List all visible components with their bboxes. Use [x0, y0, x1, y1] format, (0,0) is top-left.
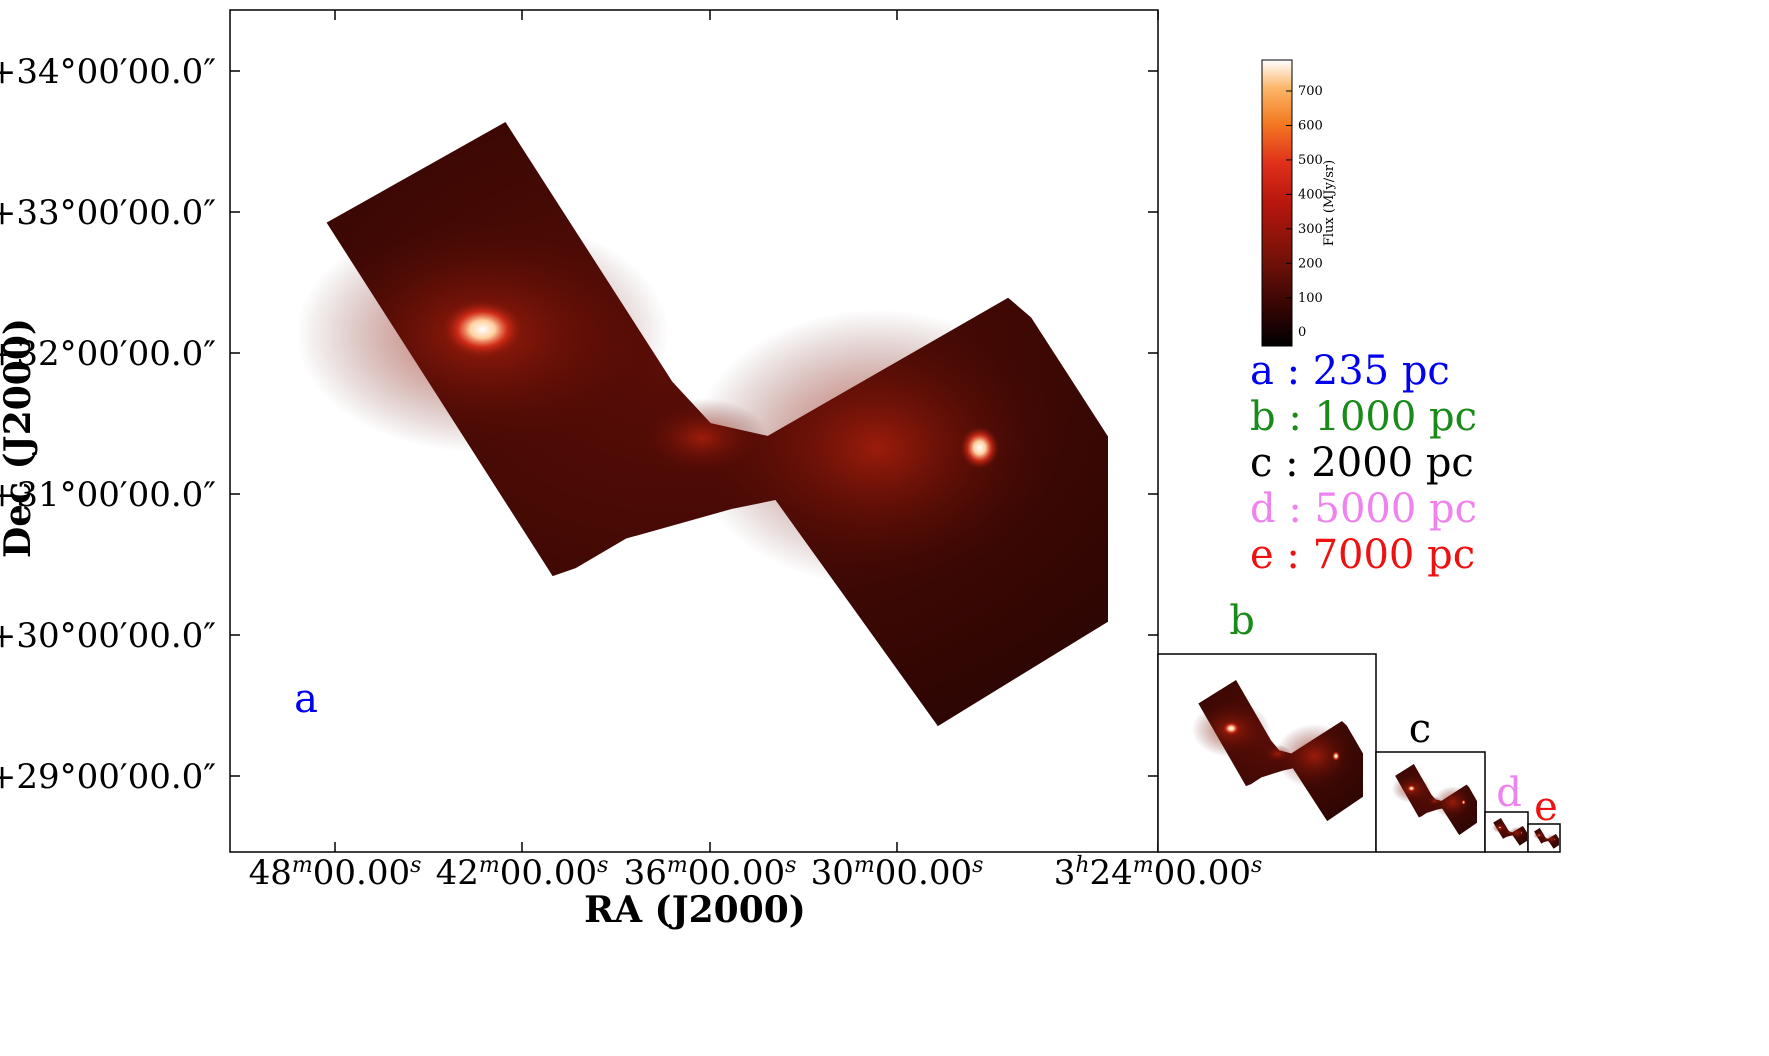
y-tick-label: +30°00′00.0″ [0, 616, 216, 656]
colorbar-tick-label: 100 [1298, 291, 1323, 306]
y-tick-label: +34°00′00.0″ [0, 52, 216, 92]
x-tick-label: 48m​00.00s​ [249, 853, 422, 893]
inset-panel-e: e [1527, 784, 1561, 853]
x-tick-label: 42m​00.00s​ [436, 853, 609, 893]
legend-entry: d : 5000 pc [1250, 486, 1477, 532]
inset-label-e: e [1534, 784, 1558, 830]
colorbar-label: Flux (MJy/sr) [1322, 160, 1337, 246]
colorbar-tick-label: 0 [1298, 325, 1306, 340]
colorbar-ticks: 0 100 200 300 400 500 600 700 [1286, 84, 1323, 340]
inset-label-b: b [1229, 598, 1255, 644]
inset-panel-b: b [1157, 598, 1377, 853]
x-tick-label: 3h​24m​00.00s​ [1054, 853, 1263, 893]
y-tick-label: +33°00′00.0″ [0, 193, 216, 233]
colorbar-tick-label: 500 [1298, 153, 1323, 168]
y-tick-marks [230, 70, 1158, 777]
distance-legend: a : 235 pcb : 1000 pcc : 2000 pcd : 5000… [1250, 348, 1477, 578]
colorbar-tick-label: 400 [1298, 187, 1323, 202]
colorbar-tick-label: 200 [1298, 256, 1323, 271]
legend-entry: e : 7000 pc [1250, 532, 1475, 578]
x-tick-labels: 48m​00.00s​ 42m​00.00s​ 36m​00.00s​ 30m​00.… [249, 853, 1263, 893]
colorbar-tick-label: 600 [1298, 118, 1323, 133]
legend-entry: c : 2000 pc [1250, 440, 1474, 486]
inset-label-c: c [1409, 706, 1431, 752]
y-axis-title: Dec (J2000) [0, 318, 39, 558]
inset-panel-d: d [1484, 770, 1529, 853]
inset-panel-c: c [1375, 706, 1486, 853]
y-tick-label: +31°00′00.0″ [0, 475, 216, 515]
y-tick-label: +29°00′00.0″ [0, 757, 216, 797]
legend-entry: a : 235 pc [1250, 348, 1450, 394]
y-tick-label: +32°00′00.0″ [0, 334, 216, 374]
y-tick-labels: +34°00′00.0″ +33°00′00.0″ +32°00′00.0″ +31°… [0, 52, 216, 797]
colorbar-tick-label: 700 [1298, 84, 1323, 99]
x-tick-label: 36m​00.00s​ [624, 853, 797, 893]
x-tick-label: 30m​00.00s​ [811, 853, 984, 893]
colorbar-tick-label: 300 [1298, 222, 1323, 237]
inset-label-d: d [1496, 770, 1522, 816]
panel-label-a: a [294, 676, 318, 722]
colorbar: 0 100 200 300 400 500 600 700 Flux (MJy/sr) [1261, 59, 1337, 347]
legend-entry: b : 1000 pc [1250, 394, 1477, 440]
x-axis-title: RA (J2000) [584, 889, 806, 931]
colorbar-gradient [1261, 59, 1293, 347]
